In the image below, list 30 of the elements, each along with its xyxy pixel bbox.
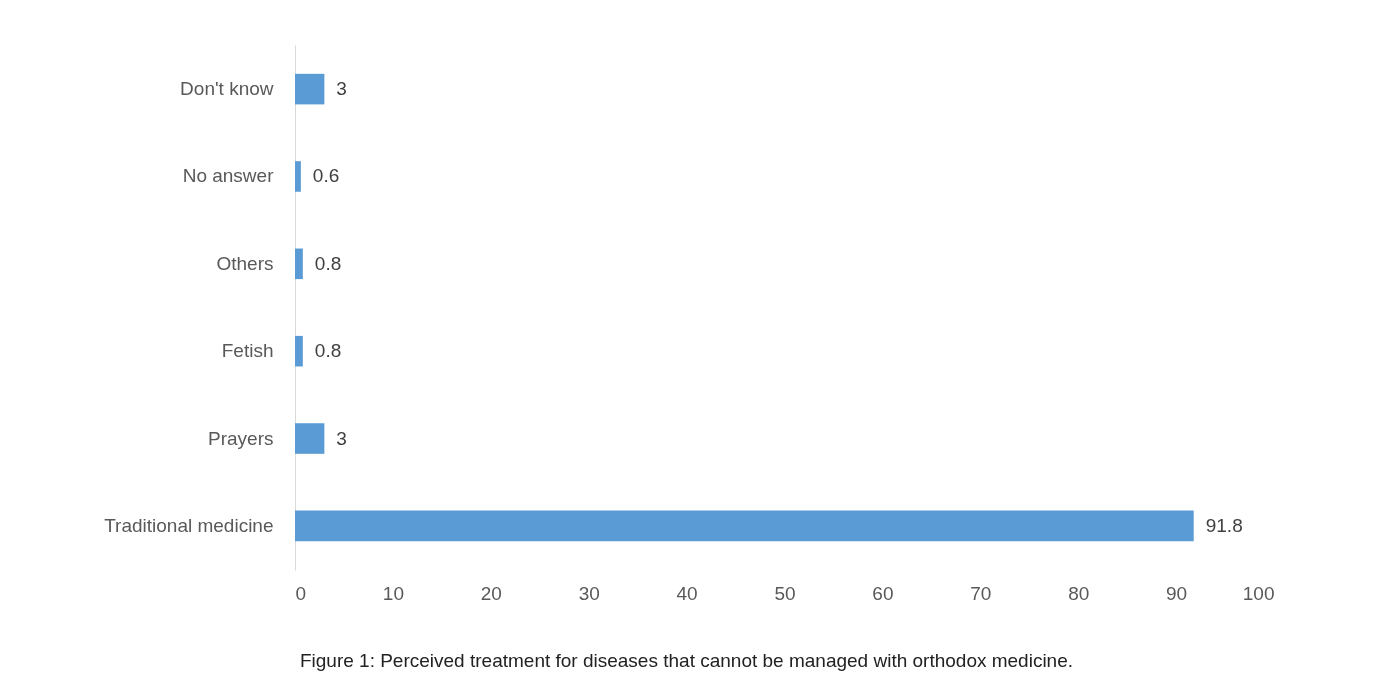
bar bbox=[295, 73, 325, 105]
bar bbox=[295, 248, 303, 280]
x-tick-label: 80 bbox=[1068, 582, 1090, 604]
x-tick-label: 90 bbox=[1166, 582, 1188, 604]
caption: Figure 1: Perceived treatment for diseases that cannot be managed with orthodox medicine. bbox=[298, 650, 1075, 672]
data-label: 0.6 bbox=[312, 165, 340, 187]
y-tick-label: Fetish bbox=[221, 340, 274, 362]
data-label: 0.8 bbox=[314, 252, 342, 274]
data-label: 3 bbox=[336, 427, 347, 449]
bar bbox=[295, 423, 325, 454]
y-tick-label: Traditional medicine bbox=[104, 514, 274, 536]
x-tick-label: 60 bbox=[872, 582, 894, 604]
y-tick-label: Others bbox=[216, 252, 274, 274]
data-label: 91.8 bbox=[1205, 514, 1243, 536]
x-tick-label: 40 bbox=[676, 582, 698, 604]
x-tick-label: 0 bbox=[295, 582, 307, 604]
bar bbox=[295, 161, 301, 192]
x-tick-label: 10 bbox=[382, 582, 404, 604]
x-tick-label: 30 bbox=[578, 582, 600, 604]
data-label: 3 bbox=[336, 78, 347, 100]
bar bbox=[295, 510, 1194, 542]
y-tick-label: No answer bbox=[182, 165, 275, 187]
x-tick-label: 100 bbox=[1242, 582, 1275, 604]
x-tick-label: 20 bbox=[480, 582, 502, 604]
y-tick-label: Don't know bbox=[180, 78, 274, 100]
x-tick-label: 50 bbox=[774, 582, 796, 604]
bar bbox=[295, 335, 303, 367]
y-tick-label: Prayers bbox=[208, 427, 274, 449]
x-tick-label: 70 bbox=[970, 582, 992, 604]
data-label: 0.8 bbox=[314, 340, 342, 362]
